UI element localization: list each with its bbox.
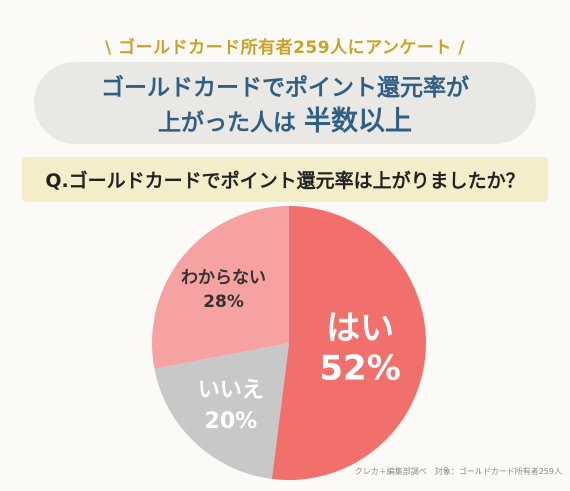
slice-label-unknown: わからない bbox=[181, 268, 266, 288]
slice-no bbox=[154, 343, 289, 479]
question-banner: Q.ゴールドカードでポイント還元率は上がりましたか？ bbox=[22, 157, 548, 202]
headline-emphasis: 半数以上 bbox=[304, 106, 412, 137]
slice-value-unknown: 28% bbox=[203, 292, 244, 312]
slice-label-no: いいえ bbox=[198, 378, 264, 403]
source-note: クレカ＋編集部調べ 対象：ゴールドカード所有者259人 bbox=[354, 467, 562, 476]
slice-yes bbox=[271, 206, 426, 480]
headline-line-1: ゴールドカードでポイント還元率が bbox=[101, 75, 469, 101]
survey-tag: \ ゴールドカード所有者259人にアンケート / bbox=[104, 38, 466, 58]
question-text: Q.ゴールドカードでポイント還元率は上がりましたか？ bbox=[45, 170, 525, 192]
slice-label-yes: はい bbox=[326, 308, 394, 348]
slice-value-no: 20% bbox=[205, 409, 258, 434]
headline-prefix: 上がった人は bbox=[157, 110, 304, 136]
slice-value-yes: 52% bbox=[319, 348, 400, 388]
slice-unknown bbox=[152, 206, 289, 369]
headline: ゴールドカードでポイント還元率が 上がった人は 半数以上 bbox=[34, 72, 536, 141]
headline-box bbox=[34, 62, 536, 144]
headline-line-2: 上がった人は 半数以上 bbox=[34, 104, 536, 141]
